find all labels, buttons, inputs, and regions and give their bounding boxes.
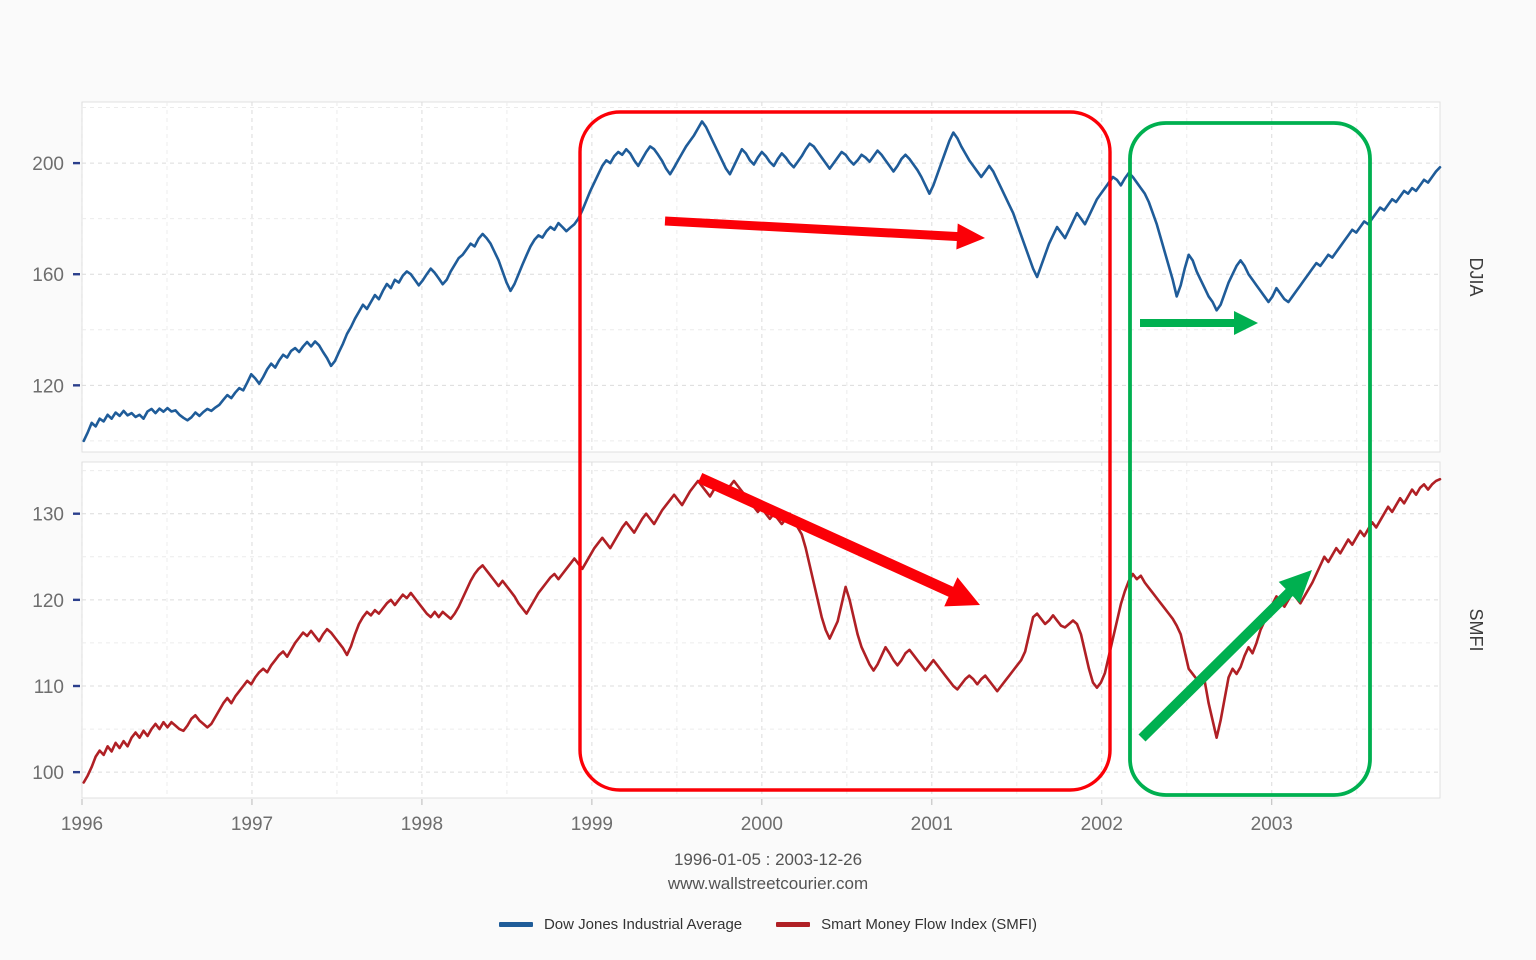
annotation-djia-flat-arrow xyxy=(664,216,985,250)
y-axis-tick-label: 160 xyxy=(32,265,64,286)
arrow-shaft xyxy=(664,216,960,242)
y-axis-tick-label: 110 xyxy=(34,677,64,698)
date-range-caption: 1996-01-05 : 2003-12-26 xyxy=(673,850,863,869)
x-axis-tick-label: 1999 xyxy=(571,814,613,835)
chart-legend: Dow Jones Industrial Average Smart Money… xyxy=(0,916,1536,933)
legend-label-djia: Dow Jones Industrial Average xyxy=(543,916,743,933)
arrow-head xyxy=(956,223,985,250)
annotation-smfi-falling-arrow xyxy=(697,472,980,607)
y-axis-tick-label: 100 xyxy=(32,763,64,784)
annotation-bottom-box[interactable] xyxy=(1128,121,1372,797)
arrow-shaft xyxy=(697,472,955,598)
x-axis-tick-label: 2000 xyxy=(741,814,783,835)
legend-label-smfi: Smart Money Flow Index (SMFI) xyxy=(821,916,1038,933)
annotation-smfi-rising-arrow xyxy=(1138,570,1312,742)
panel-plate-smfi xyxy=(81,461,1441,799)
x-axis-tick-label: 2002 xyxy=(1081,814,1123,835)
legend-item-smfi[interactable]: Smart Money Flow Index (SMFI) xyxy=(776,916,1037,933)
arrow-head xyxy=(944,577,980,607)
annotation-bubble-box[interactable] xyxy=(578,110,1112,792)
y-axis-tick-label: 200 xyxy=(32,154,64,175)
source-caption: www.wallstreetcourier.com xyxy=(667,874,869,893)
panel-axis-label-smfi: SMFI xyxy=(1466,609,1486,652)
x-axis-tick-label: 1997 xyxy=(231,814,273,835)
panel-djia: 120 160 200 xyxy=(32,101,1442,453)
annotation-djia-green-arrow xyxy=(1140,311,1258,335)
arrow-head xyxy=(1278,570,1312,604)
x-axis-tick-label: 2001 xyxy=(911,814,953,835)
arrow-head xyxy=(1234,311,1258,335)
legend-swatch-smfi xyxy=(776,922,811,927)
series-line-djia xyxy=(82,120,1442,443)
x-axis-tick-label: 1996 xyxy=(61,814,103,835)
panel-plate-djia xyxy=(81,101,1441,453)
arrow-shaft xyxy=(1138,587,1295,742)
y-axis-tick-label: 130 xyxy=(32,505,64,526)
annotation-layer xyxy=(578,110,1372,797)
panel-smfi: 100 110 120 130 xyxy=(32,461,1442,799)
y-axis-tick-label: 120 xyxy=(32,591,64,612)
legend-item-djia[interactable]: Dow Jones Industrial Average xyxy=(498,916,743,933)
y-axis-tick-label: 120 xyxy=(32,376,64,397)
x-axis: 1996 1997 1998 1999 2000 2001 2002 2003 xyxy=(61,799,1293,835)
legend-swatch-djia xyxy=(498,922,533,927)
x-axis-tick-label: 1998 xyxy=(401,814,443,835)
x-axis-tick-label: 2003 xyxy=(1251,814,1293,835)
panel-axis-label-djia: DJIA xyxy=(1466,257,1486,296)
